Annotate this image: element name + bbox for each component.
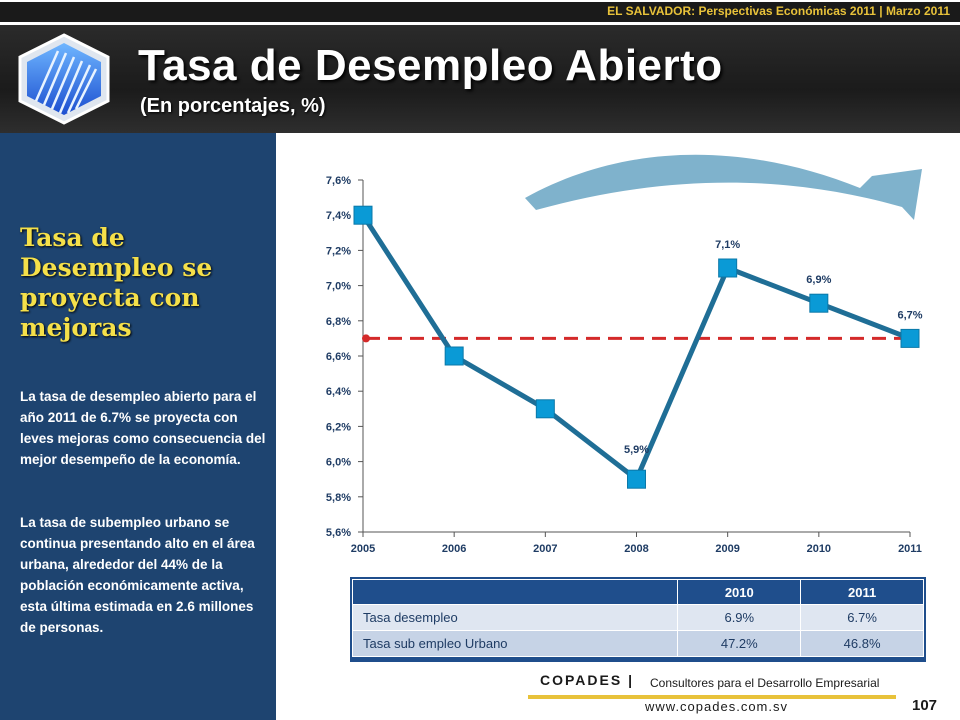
row-value-2011: 46.8% [800,630,924,657]
row-value-2010: 47.2% [677,630,802,657]
copades-logo-icon [18,33,110,125]
x-tick-label: 2011 [898,543,922,555]
footer-url[interactable]: www.copades.com.sv [645,699,788,714]
x-tick-label: 2006 [442,543,466,555]
table-header-2010: 2010 [677,579,802,605]
data-label: 6,7% [897,309,922,321]
reference-start-dot [362,334,370,343]
data-point-marker [809,293,829,313]
sidebar-heading: Tasa de Desempleo se proyecta con mejora… [20,223,213,342]
table-header-cell [351,579,679,605]
table-row: Tasa desempleo 6.9% 6.7% [351,604,924,631]
row-label: Tasa desempleo [351,604,679,631]
y-tick-label: 5,6% [326,527,351,539]
data-label: 6,9% [806,274,831,286]
trend-arrow [525,154,922,220]
y-tick-label: 7,2% [326,245,351,257]
data-point-marker [444,346,464,366]
footer-accent-bar [528,695,896,699]
data-label: 5,9% [624,444,649,456]
y-tick-label: 7,0% [326,281,351,293]
footer-brand: COPADES | [540,672,635,688]
unemployment-line-chart: 5,6% 5,8% 6,0% 6,2% 6,4% 6,6% 6,8% 7,0% 7,2% 7,4%… [326,154,923,555]
top-band [0,2,960,22]
sidebar: Tasa de Desempleo se proyecta con mejora… [0,133,276,720]
data-label: 7,1% [715,239,740,251]
summary-table: 2010 2011 Tasa desempleo 6.9% 6.7% Tasa … [351,579,924,657]
page-subtitle: (En porcentajes, %) [140,95,326,117]
y-tick-label: 6,0% [326,457,351,469]
x-tick-label: 2007 [533,543,557,555]
y-tick-label: 6,2% [326,421,351,433]
row-value-2010: 6.9% [677,604,802,631]
y-tick-label: 7,6% [326,175,351,187]
x-tick-label: 2010 [807,543,831,555]
x-tick-label: 2008 [624,543,648,555]
y-tick-label: 5,8% [326,492,351,504]
data-point-marker [627,469,646,489]
y-tick-label: 7,4% [326,210,351,222]
y-tick-label: 6,6% [326,351,351,363]
data-point-marker [900,328,920,348]
footer-tagline: Consultores para el Desarrollo Empresari… [650,676,880,690]
data-point-marker [718,258,738,278]
x-tick-label: 2005 [351,543,375,555]
page-title: Tasa de Desempleo Abierto [138,41,723,90]
row-label: Tasa sub empleo Urbano [351,630,679,657]
x-tick-label: 2009 [715,543,739,555]
data-point-marker [535,399,555,419]
row-value-2011: 6.7% [800,604,924,631]
sidebar-paragraph-2: La tasa de subempleo urbano se continua … [20,515,255,635]
page-number: 107 [912,697,938,714]
sidebar-paragraph-1: La tasa de desempleo abierto para el año… [20,389,266,467]
table-row: Tasa sub empleo Urbano 47.2% 46.8% [351,630,924,657]
y-tick-label: 6,8% [326,316,351,328]
table-header-2011: 2011 [800,579,924,605]
top-bar: EL SALVADOR: Perspectivas Económicas 201… [0,0,960,22]
report-subtitle: EL SALVADOR: Perspectivas Económicas 201… [607,4,950,18]
table-header-row: 2010 2011 [351,579,924,605]
header-banner: Tasa de Desempleo Abierto (En porcentaje… [0,25,960,133]
y-tick-label: 6,4% [326,386,351,398]
data-point-marker [353,205,373,225]
